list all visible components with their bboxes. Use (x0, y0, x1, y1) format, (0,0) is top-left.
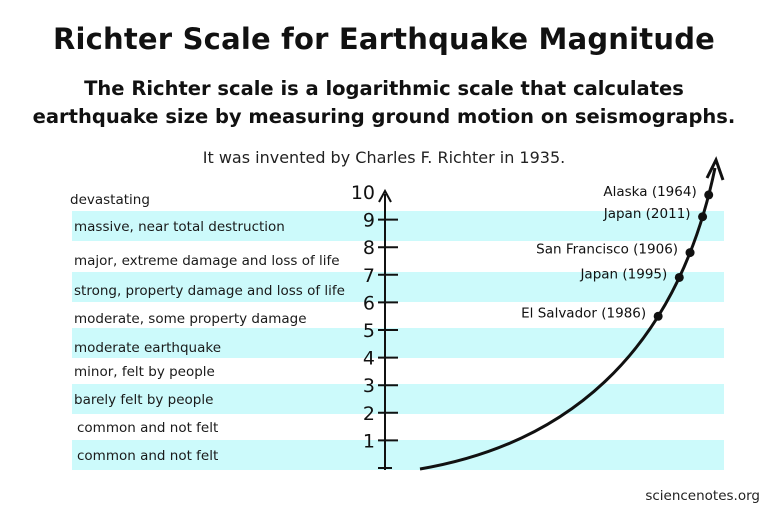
scale-tick-label-9: 9 (363, 210, 375, 232)
band-barely-felt (72, 384, 724, 414)
credit: sciencenotes.org (645, 488, 760, 504)
level-label-devastating: devastating (70, 192, 150, 208)
scale-tick-label-4: 4 (363, 348, 375, 370)
earthquake-point (653, 311, 663, 321)
level-label-barely-felt: barely felt by people (74, 392, 214, 408)
level-label-common-2: common and not felt (77, 448, 219, 464)
scale-tick-label-2: 2 (363, 403, 375, 425)
scale-tick-label-6: 6 (363, 292, 375, 314)
scale-tick-label-5: 5 (363, 320, 375, 342)
earthquake-label: Alaska (1964) (603, 184, 696, 200)
magnitude-curve (419, 167, 717, 471)
invented-note: It was invented by Charles F. Richter in… (202, 148, 566, 167)
earthquake-label: Japan (2011) (603, 206, 691, 222)
subtitle: The Richter scale is a logarithmic scale… (0, 75, 768, 131)
earthquake-markers: Alaska (1964) Japan (2011) San Francisco (… (521, 184, 714, 321)
subtitle-line-1: The Richter scale is a logarithmic scale… (84, 77, 684, 100)
curve-arrowhead (705, 156, 725, 181)
earthquake-label: San Francisco (1906) (536, 242, 678, 258)
scale-tick-label-7: 7 (363, 265, 375, 287)
earthquake-label: Japan (1995) (579, 266, 667, 282)
page-title: Richter Scale for Earthquake Magnitude (52, 22, 716, 56)
level-label-moderate: moderate earthquake (74, 340, 222, 356)
band-not-felt (72, 440, 724, 470)
subtitle-line-2: earthquake size by measuring ground moti… (32, 105, 736, 128)
level-label-minor: minor, felt by people (74, 364, 215, 380)
earthquake-point (698, 212, 708, 222)
scale-tick-label-1: 1 (363, 430, 375, 452)
band-massive (72, 211, 724, 241)
scale-tick-label-8: 8 (363, 237, 375, 259)
scale-tick-label-10: 10 (351, 182, 375, 204)
earthquake-label: El Salvador (1986) (521, 305, 646, 321)
scale-axis-arrow (378, 188, 392, 203)
level-label-strong: strong, property damage and loss of life (74, 283, 345, 299)
scale-ticks: 1 2 3 4 5 6 7 8 9 10 (351, 182, 398, 469)
earthquake-point (674, 272, 684, 282)
band-strong (72, 272, 724, 302)
scale-tick-label-3: 3 (363, 375, 375, 397)
level-label-moderate-damage: moderate, some property damage (74, 311, 307, 327)
earthquake-point (685, 248, 695, 258)
earthquake-point (704, 190, 714, 200)
band-moderate (72, 328, 724, 358)
level-label-massive: massive, near total destruction (74, 219, 285, 235)
level-label-major: major, extreme damage and loss of life (74, 253, 340, 269)
level-label-common-1: common and not felt (77, 420, 219, 436)
